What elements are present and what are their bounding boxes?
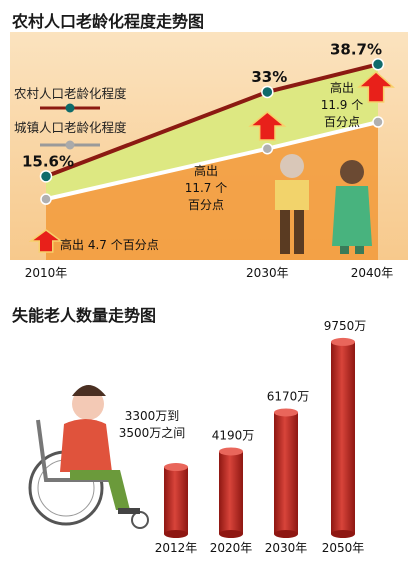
- bar-cap-2050年: [331, 337, 355, 346]
- gap-annotation-2030: 百分点: [188, 198, 224, 212]
- legend: 农村人口老龄化程度 城镇人口老龄化程度: [14, 86, 127, 150]
- gap-annotation-2030: 高出: [194, 163, 218, 178]
- gap-annotation-2010: 高出 4.7 个百分点: [60, 237, 159, 252]
- urban-point-2040年: [372, 116, 384, 128]
- legend-rural-marker: [65, 103, 75, 113]
- gap-area-fill: [46, 64, 378, 200]
- bar-2020年: [219, 451, 243, 534]
- x-axis-label-2040年: 2040年: [351, 266, 394, 280]
- urban-point-2030年: [261, 142, 274, 155]
- bar-2012年: [164, 467, 188, 534]
- x-axis-label-2030年: 2030年: [246, 266, 289, 280]
- rural-value-label: 33%: [251, 68, 287, 86]
- bar-2050年: [331, 341, 355, 534]
- bar-value-label: 4190万: [212, 428, 255, 442]
- bar-base-2020年: [219, 530, 243, 538]
- urban-point-2010年: [40, 193, 52, 205]
- bar-base-2030年: [274, 530, 298, 538]
- legend-rural-label: 农村人口老龄化程度: [14, 86, 127, 101]
- elderly-couple-illustration: [275, 154, 372, 254]
- rural-aging-chart-title: 农村人口老龄化程度走势图: [12, 12, 205, 31]
- bar-base-2050年: [331, 530, 355, 538]
- bar-value-label: 3500万之间: [119, 426, 186, 440]
- bar-value-label: 3300万到: [125, 409, 180, 423]
- x-axis-label-2030年: 2030年: [265, 541, 308, 555]
- x-axis-label-2010年: 2010年: [25, 266, 68, 280]
- rural-value-label: 15.6%: [22, 152, 74, 170]
- bar-value-label: 9750万: [324, 319, 367, 333]
- rural-value-label: 38.7%: [330, 40, 382, 58]
- rural-point-2010年: [39, 170, 53, 183]
- bar-base-2012年: [164, 530, 188, 538]
- legend-urban-marker: [65, 140, 75, 150]
- rural-point-2030年: [261, 85, 274, 99]
- disabled-elderly-chart-title: 失能老人数量走势图: [12, 306, 157, 325]
- gap-annotation-2040: 百分点: [324, 115, 360, 129]
- bar-cap-2012年: [164, 463, 188, 472]
- up-arrow-icon: [248, 111, 287, 141]
- bar-value-label: 6170万: [267, 389, 310, 403]
- bar-cap-2020年: [219, 447, 243, 456]
- up-arrow-icon: [357, 70, 395, 103]
- bar-cap-2030年: [274, 408, 298, 417]
- up-arrow-icon: [28, 229, 64, 253]
- gap-annotation-2030: 11.7 个: [185, 181, 228, 195]
- x-axis-label-2012年: 2012年: [155, 541, 198, 555]
- legend-urban-label: 城镇人口老龄化程度: [14, 120, 127, 135]
- wheelchair-illustration: [28, 385, 149, 529]
- rural-point-2040年: [371, 58, 385, 71]
- gap-annotation-2040: 11.9 个: [321, 98, 364, 112]
- x-axis-label-2050年: 2050年: [322, 541, 365, 555]
- gap-annotation-2040: 高出: [330, 80, 354, 95]
- x-axis-label-2020年: 2020年: [210, 541, 253, 555]
- bar-2030年: [274, 412, 298, 534]
